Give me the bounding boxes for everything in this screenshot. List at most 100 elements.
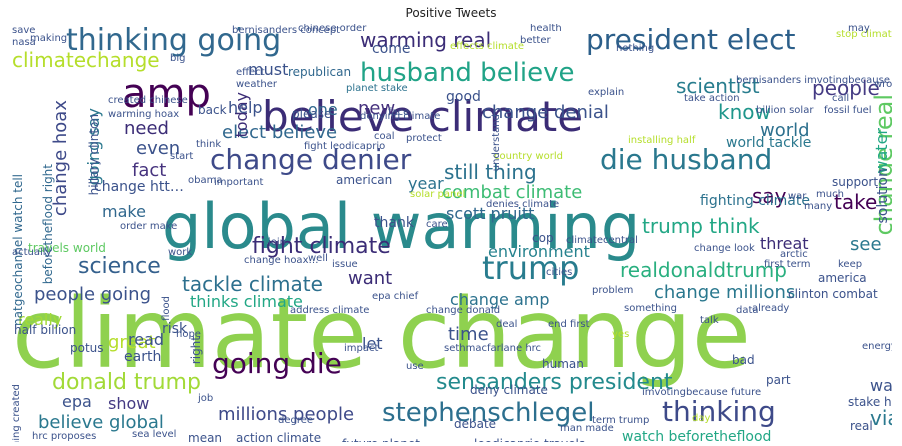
- word-trump: trump: [482, 249, 580, 287]
- word-address-climate: address climate: [290, 305, 370, 316]
- word-change-denier: change denier: [210, 143, 412, 176]
- word-bad: bad: [732, 353, 755, 367]
- word-take-action: take action: [684, 93, 740, 104]
- word-effects-climate: effects climate: [450, 41, 524, 52]
- word-end-first: end first: [548, 319, 590, 330]
- word-half-billion: half billion: [14, 323, 77, 337]
- word-imvotingbecause-future: imvotingbecause future: [642, 387, 762, 398]
- word-denying-climate: denying climate: [360, 111, 441, 122]
- word-obama: obama: [188, 175, 223, 186]
- word-year: year: [408, 174, 444, 193]
- word-arctic: arctic: [780, 249, 808, 260]
- word-fight-climate: fight climate: [252, 234, 391, 259]
- word-making: making: [30, 33, 68, 44]
- word-face: face: [388, 107, 410, 118]
- word-chinese-order: chinese order: [298, 24, 367, 34]
- word-warming-real: warming real: [360, 28, 492, 52]
- word-health: health: [530, 24, 562, 34]
- word-day: day: [692, 413, 711, 424]
- word-term-trump: term trump: [592, 415, 650, 426]
- word-already: already: [752, 303, 790, 314]
- word-threat: threat: [760, 234, 809, 253]
- word-cloud: climate change global warming believe clim…: [12, 24, 892, 442]
- word-deal: deal: [496, 319, 518, 330]
- word-thinks-climate: thinks climate: [190, 292, 303, 311]
- word-science: science: [78, 254, 161, 279]
- word-people-going: people going: [34, 284, 152, 305]
- word-stephenschlegel: stephenschlegel: [382, 398, 595, 428]
- word-leodicaprio-travels: leodicaprio travels: [474, 438, 585, 442]
- word-read: read: [128, 330, 165, 349]
- word-climate-change: climate change: [12, 278, 751, 390]
- word-stake-hillar: stake hillar: [848, 395, 892, 409]
- word-understand: understand: [491, 114, 502, 172]
- word-believe-climate: believe climate: [262, 92, 584, 141]
- word-change-amp: change amp: [450, 290, 550, 309]
- word-coal: coal: [374, 131, 395, 142]
- word-risk: risk: [162, 321, 188, 337]
- word-die-husband: die husband: [600, 143, 773, 176]
- word-hope: hope: [176, 329, 201, 340]
- word-american: american: [336, 173, 393, 187]
- word-solar-panel: solar panel: [410, 189, 466, 200]
- word-back: back: [198, 103, 227, 117]
- word-action-climate: action climate: [236, 431, 322, 442]
- word-time: time: [448, 324, 489, 345]
- word-impact: impact: [344, 343, 379, 354]
- word-sensanders-president: sensanders president: [436, 370, 673, 395]
- word-protect: protect: [406, 133, 442, 144]
- word-environment: environment: [488, 242, 590, 261]
- word-world: world: [760, 120, 810, 141]
- word-future-planet: future planet: [342, 438, 420, 442]
- word-amp: amp: [122, 71, 211, 117]
- word-fighting-climate: fighting climate: [700, 193, 810, 209]
- word-change-hoaxa: change hoax…: [244, 255, 319, 266]
- word-bernisanders-concept: bernisanders concept: [232, 25, 341, 36]
- word-important: important: [214, 177, 264, 188]
- word-job: job: [198, 393, 214, 404]
- word-realdonaldtrump: realdonaldtrump: [620, 258, 787, 282]
- word-keep: keep: [838, 259, 863, 270]
- word-save: save: [12, 25, 36, 36]
- word-sethmacfarlane-hrc: sethmacfarlane hrc: [444, 343, 542, 354]
- word-new: new: [358, 98, 396, 119]
- word-wrong: wrong: [874, 79, 892, 90]
- word-change-look: change look: [694, 243, 755, 254]
- word-elect-believe: elect believe: [222, 122, 338, 143]
- word-donald-trump: donald trump: [52, 370, 201, 395]
- word-republican: republican: [288, 65, 352, 79]
- word-climatecentral: climatecentral: [566, 235, 638, 246]
- word-husband-believe: husband believe: [360, 58, 575, 88]
- word-debate: debate: [454, 417, 497, 431]
- word-mean: mean: [188, 431, 223, 442]
- word-much: much: [816, 189, 844, 200]
- word-effect: effect: [236, 67, 265, 78]
- word-billion-solar: billion solar: [756, 105, 814, 116]
- word-deny-climate: deny climate: [470, 383, 548, 397]
- word-change-htta: change htt…: [94, 179, 184, 195]
- word-combat-climate: combat climate: [442, 182, 583, 203]
- word-believe-global: believe global: [38, 412, 164, 433]
- word-installing-half: installing half: [628, 135, 696, 146]
- word-warming-created: warming created: [12, 384, 22, 442]
- word-denies-climate: denies climate: [486, 199, 560, 210]
- word-fact: fact: [132, 160, 167, 181]
- word-really: really: [18, 310, 63, 329]
- word-via: via: [870, 406, 892, 430]
- word-human: human: [542, 357, 584, 371]
- word-great: great: [108, 332, 156, 353]
- word-support: support: [832, 175, 879, 189]
- word-care: care: [426, 219, 448, 230]
- word-flood: flood: [161, 296, 172, 321]
- word-well: well: [308, 253, 328, 264]
- word-climatechange: climatechange: [12, 48, 160, 72]
- word-weather: weather: [236, 79, 277, 90]
- word-something: something: [624, 303, 677, 314]
- word-going-die: going die: [212, 347, 342, 380]
- word-thinking-going: thinking going: [66, 24, 282, 58]
- word-hrc-proposes: hrc proposes: [32, 431, 97, 442]
- word-millions-people: millions people: [218, 404, 355, 425]
- word-let: let: [362, 334, 383, 353]
- word-change-denial: change denial: [482, 102, 609, 123]
- word-change-millions: change millions: [654, 282, 796, 303]
